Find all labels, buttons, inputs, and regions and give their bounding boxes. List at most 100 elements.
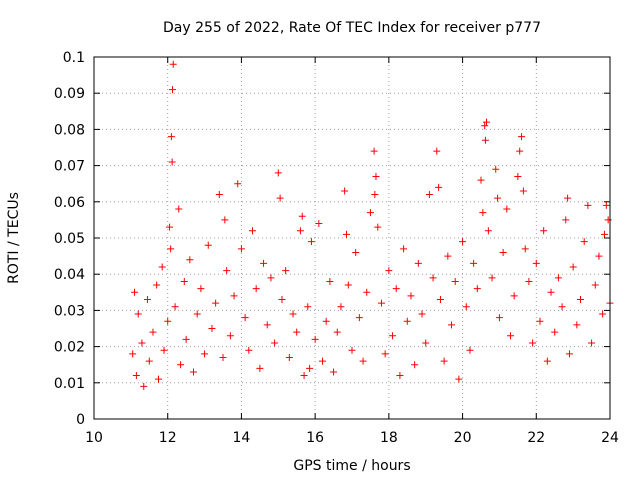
data-point-marker <box>564 194 572 202</box>
data-point-marker <box>477 176 485 184</box>
data-point-marker <box>289 310 297 318</box>
data-point-marker <box>414 259 422 267</box>
data-point-marker <box>481 122 489 130</box>
data-point-marker <box>521 245 529 253</box>
data-point-marker <box>276 194 284 202</box>
data-point-marker <box>525 277 533 285</box>
data-point-marker <box>366 209 374 217</box>
data-point-marker <box>554 274 562 282</box>
data-point-marker <box>153 281 161 289</box>
data-point-marker <box>171 303 179 311</box>
data-point-marker <box>167 133 175 141</box>
data-point-marker <box>175 205 183 213</box>
data-point-marker <box>237 245 245 253</box>
data-point-marker <box>602 201 610 209</box>
data-point-marker <box>519 187 527 195</box>
data-point-marker <box>547 288 555 296</box>
data-point-marker <box>223 267 231 275</box>
data-point-marker <box>540 227 548 235</box>
data-point-marker <box>256 364 264 372</box>
data-point-marker <box>215 191 223 199</box>
data-point-marker <box>132 372 140 380</box>
x-tick-label: 18 <box>380 430 398 446</box>
data-point-marker <box>197 285 205 293</box>
data-point-marker <box>193 310 201 318</box>
y-tick-label: 0 <box>76 412 85 428</box>
data-point-marker <box>488 274 496 282</box>
data-point-marker <box>392 285 400 293</box>
data-point-marker <box>201 350 209 358</box>
data-point-marker <box>551 328 559 336</box>
data-point-marker <box>158 263 166 271</box>
data-point-marker <box>479 209 487 217</box>
data-point-marker <box>311 335 319 343</box>
data-point-marker <box>241 314 249 322</box>
data-point-marker <box>580 238 588 246</box>
data-point-marker <box>444 252 452 260</box>
data-point-marker <box>293 328 301 336</box>
data-point-marker <box>260 259 268 267</box>
data-point-marker <box>506 332 514 340</box>
x-tick-label: 20 <box>454 430 472 446</box>
data-point-marker <box>558 303 566 311</box>
y-tick-label: 0.03 <box>54 303 85 319</box>
data-point-marker <box>473 285 481 293</box>
data-point-marker <box>440 357 448 365</box>
data-point-marker <box>569 263 577 271</box>
y-tick-label: 0.07 <box>54 159 85 175</box>
data-point-marker <box>182 335 190 343</box>
data-point-marker <box>371 191 379 199</box>
data-point-marker <box>274 169 282 177</box>
data-point-marker <box>322 317 330 325</box>
data-point-marker <box>370 147 378 155</box>
data-point-marker <box>510 292 518 300</box>
data-point-marker <box>455 375 463 383</box>
data-point-marker <box>484 227 492 235</box>
data-point-marker <box>352 248 360 256</box>
y-tick-label: 0.06 <box>54 195 85 211</box>
data-point-marker <box>319 357 327 365</box>
data-point-marker <box>282 267 290 275</box>
data-point-marker <box>385 267 393 275</box>
data-point-marker <box>221 216 229 224</box>
data-point-marker <box>355 314 363 322</box>
data-point-marker <box>377 299 385 307</box>
data-point-marker <box>495 314 503 322</box>
grid-lines <box>94 57 610 419</box>
data-point-marker <box>372 172 380 180</box>
data-point-marker <box>499 248 507 256</box>
data-point-marker <box>230 292 238 300</box>
y-tick-label: 0.04 <box>54 267 85 283</box>
data-point-marker <box>333 328 341 336</box>
data-point-marker <box>169 60 177 68</box>
data-point-marker <box>600 230 608 238</box>
data-point-marker <box>359 357 367 365</box>
data-point-marker <box>342 230 350 238</box>
data-point-marker <box>186 256 194 264</box>
data-point-marker <box>149 328 157 336</box>
data-point-marker <box>167 245 175 253</box>
data-point-marker <box>411 361 419 369</box>
data-point-marker <box>435 183 443 191</box>
data-point-marker <box>418 310 426 318</box>
data-point-marker <box>180 277 188 285</box>
data-point-marker <box>306 364 314 372</box>
axis-ticks <box>93 56 611 420</box>
x-tick-label: 12 <box>159 430 177 446</box>
data-point-marker <box>363 288 371 296</box>
y-axis-label: ROTI / TECUs <box>6 192 22 284</box>
data-point-marker <box>296 227 304 235</box>
data-point-marker <box>381 350 389 358</box>
data-point-marker <box>271 339 279 347</box>
data-point-marker <box>169 86 177 94</box>
data-point-marker <box>577 296 585 304</box>
data-point-marker <box>396 372 404 380</box>
data-point-marker <box>212 299 220 307</box>
data-point-marker <box>330 368 338 376</box>
data-point-marker <box>315 220 323 228</box>
data-point-marker <box>344 281 352 289</box>
data-point-marker <box>177 361 185 369</box>
data-point-marker <box>226 332 234 340</box>
